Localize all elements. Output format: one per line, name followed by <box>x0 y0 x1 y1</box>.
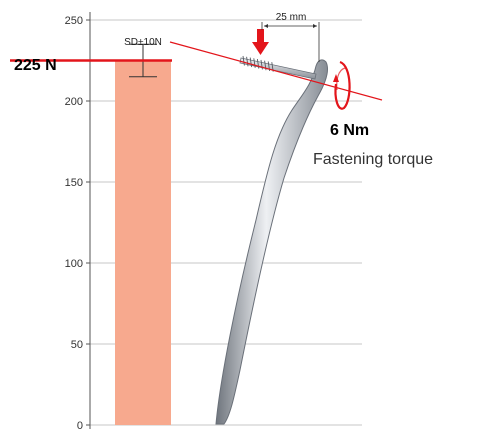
torque-value-label: 6 Nm <box>330 122 369 139</box>
distance-label: 25 mm <box>276 12 307 23</box>
screw-thread <box>242 55 245 66</box>
y-tick-label-150: 150 <box>65 177 83 189</box>
down-arrow-icon <box>252 29 269 55</box>
force-value-label: 225 N <box>14 57 57 74</box>
screw-axis-line <box>169 41 383 101</box>
screw-thread <box>256 59 260 69</box>
screw <box>239 55 317 80</box>
y-tick-label-0: 0 <box>77 420 83 432</box>
y-tick-label-50: 50 <box>71 339 83 351</box>
bar-load-force <box>115 60 171 425</box>
y-tick-label-200: 200 <box>65 96 83 108</box>
dimension-marker <box>261 22 320 62</box>
y-axis-ticks: 0 50 100 150 200 250 <box>65 15 90 432</box>
screw-thread <box>246 56 249 67</box>
y-tick-label-250: 250 <box>65 15 83 27</box>
implant-illustration: 25 mm <box>169 12 383 425</box>
torque-caption: Fastening torque <box>313 151 433 168</box>
sd-label: SD±10N <box>124 37 162 48</box>
nail-body <box>215 59 329 425</box>
screw-thread <box>253 58 256 68</box>
y-tick-label-100: 100 <box>65 258 83 270</box>
rotation-arrow-icon <box>333 60 351 110</box>
screw-thread <box>249 57 253 68</box>
